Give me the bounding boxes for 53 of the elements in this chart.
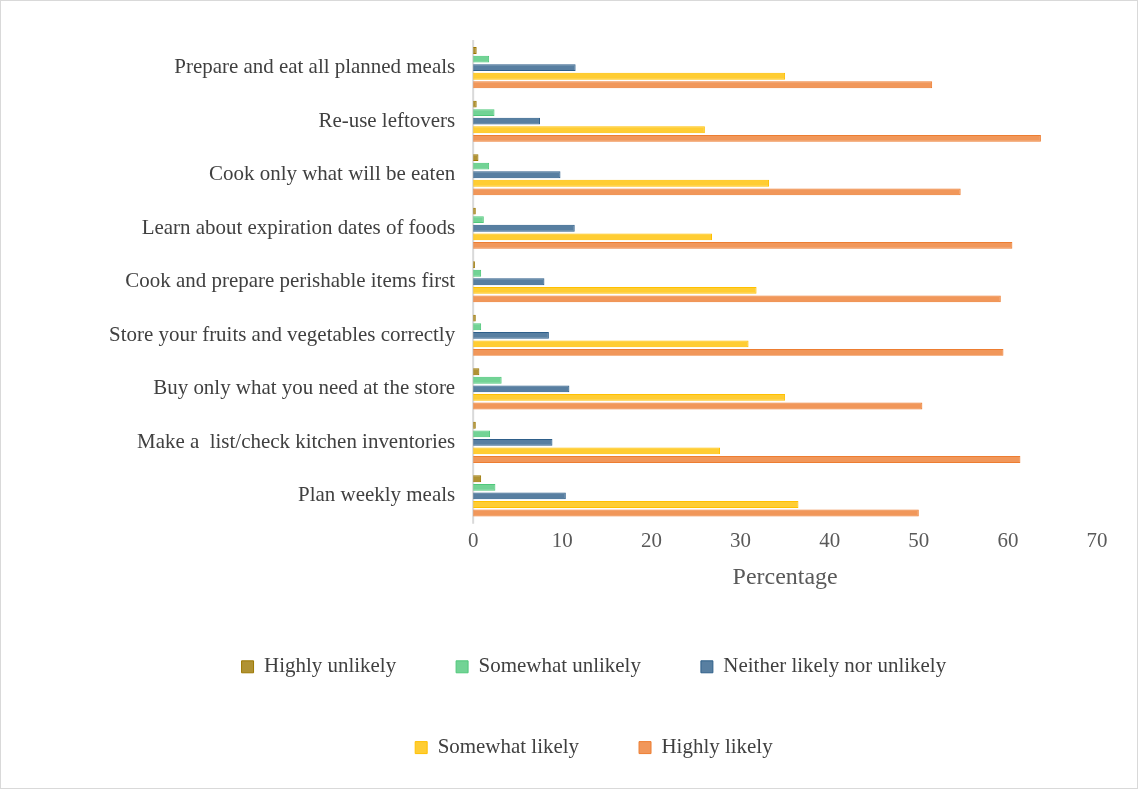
bar (473, 456, 1021, 463)
legend-label: Somewhat likely (437, 734, 580, 759)
x-tick-label: 50 (908, 527, 930, 552)
bar (473, 493, 565, 499)
bar (473, 180, 769, 186)
y-tick-label: Learn about expiration dates of foods (141, 214, 456, 239)
bar (473, 109, 495, 117)
y-tick-label: Store your fruits and vegetables correctly (109, 321, 456, 346)
legend-label: Highly likely (661, 734, 774, 759)
legend-label: Highly unlikely (264, 653, 397, 678)
bar (473, 127, 704, 133)
y-tick-label: Make a list/check kitchen inventories (137, 428, 456, 453)
x-tick-label: 20 (640, 527, 662, 552)
x-tick-label: 10 (551, 527, 573, 552)
y-tick-label: Prepare and eat all planned meals (174, 54, 456, 79)
x-tick-label: 0 (467, 527, 479, 552)
legend-label: Somewhat unlikely (478, 653, 642, 678)
bar (473, 393, 786, 401)
bar (473, 171, 561, 179)
bar (473, 82, 932, 88)
y-tick-label: Buy only what you need at the store (153, 375, 456, 400)
y-tick-label: Cook only what will be eaten (209, 161, 456, 186)
x-tick-label: 30 (730, 527, 752, 552)
bar (473, 234, 712, 240)
bar (473, 331, 549, 339)
bar (473, 117, 540, 125)
x-tick-label: 60 (997, 527, 1019, 552)
bar (473, 241, 1013, 249)
bar (473, 501, 799, 508)
bar (473, 349, 1004, 356)
bar (473, 189, 960, 195)
bar (473, 376, 502, 384)
y-tick-label: Plan weekly meals (298, 482, 456, 507)
legend-label: Neither likely nor unlikely (723, 653, 947, 678)
bar (473, 55, 490, 63)
x-axis-title: Percentage (732, 563, 838, 590)
bar (473, 483, 496, 491)
bar (473, 278, 545, 286)
bar (473, 162, 490, 170)
bar (473, 438, 553, 446)
bar (473, 225, 574, 231)
x-tick-label: 70 (1086, 527, 1108, 552)
bar (473, 296, 1000, 302)
bar (473, 385, 570, 393)
y-tick-label: Re-use leftovers (318, 107, 456, 132)
bar (473, 134, 1041, 142)
x-tick-label: 40 (819, 527, 841, 552)
bar (473, 73, 785, 79)
bar (473, 341, 748, 347)
bar (473, 286, 757, 294)
y-tick-label: Cook and prepare perishable items first (125, 268, 456, 293)
bar (473, 64, 576, 72)
bar (473, 430, 491, 438)
